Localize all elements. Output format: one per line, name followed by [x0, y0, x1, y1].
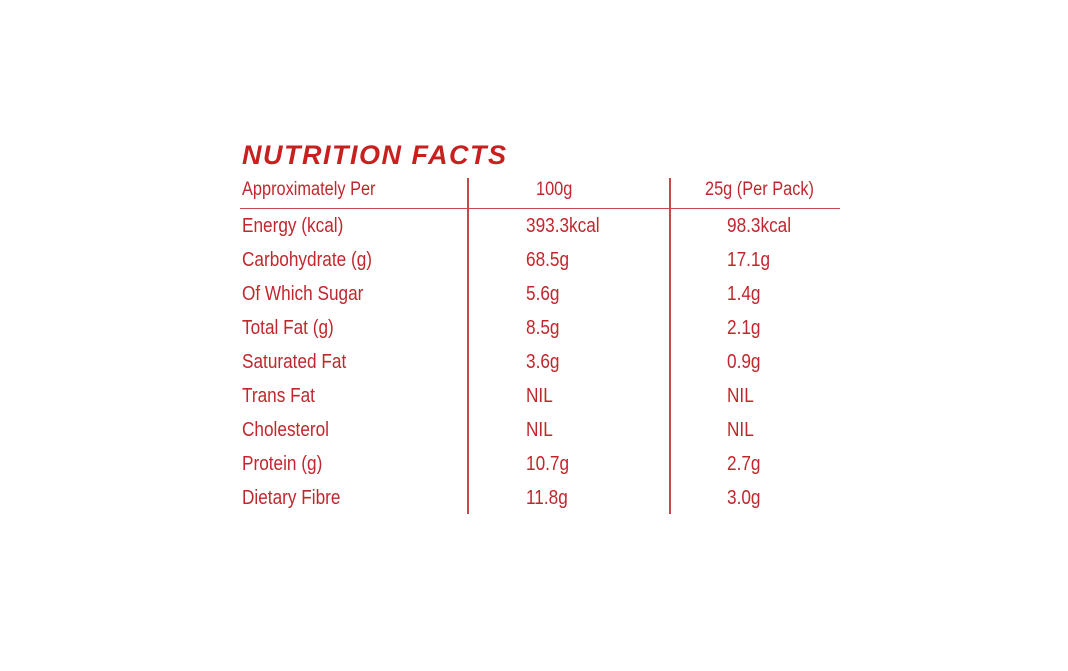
- table-row: Saturated Fat 3.6g 0.9g: [240, 345, 840, 379]
- value-per-100g: NIL: [526, 385, 553, 407]
- nutrient-label: Energy (kcal): [242, 215, 344, 237]
- value-per-100g: 68.5g: [526, 249, 570, 271]
- nutrient-label: Dietary Fibre: [242, 487, 341, 509]
- header-100g: 100g: [536, 179, 573, 200]
- value-per-pack: 98.3kcal: [727, 215, 792, 237]
- value-per-pack: NIL: [727, 385, 754, 407]
- value-per-100g: 11.8g: [526, 487, 568, 509]
- header-label: Approximately Per: [242, 179, 376, 200]
- table-row: Of Which Sugar 5.6g 1.4g: [240, 277, 840, 311]
- column-divider: [467, 178, 469, 514]
- value-per-pack: 2.7g: [727, 453, 761, 475]
- value-per-pack: 1.4g: [727, 283, 761, 305]
- table-row: Trans Fat NIL NIL: [240, 379, 840, 413]
- value-per-pack: 3.0g: [727, 487, 761, 509]
- value-per-pack: 0.9g: [727, 351, 761, 373]
- nutrient-label: Trans Fat: [242, 385, 315, 407]
- nutrient-label: Carbohydrate (g): [242, 249, 373, 271]
- value-per-pack: 2.1g: [727, 317, 761, 339]
- nutrition-facts-panel: NUTRITION FACTS Approximately Per 100g 2…: [240, 138, 840, 518]
- table-row: Protein (g) 10.7g 2.7g: [240, 447, 840, 481]
- table-row: Cholesterol NIL NIL: [240, 413, 840, 447]
- nutrition-table: Approximately Per 100g 25g (Per Pack) En…: [240, 178, 840, 515]
- nutrient-label: Saturated Fat: [242, 351, 347, 373]
- value-per-100g: 393.3kcal: [526, 215, 600, 237]
- column-divider: [669, 178, 671, 514]
- nutrient-label: Cholesterol: [242, 419, 330, 441]
- value-per-100g: NIL: [526, 419, 553, 441]
- nutrient-label: Protein (g): [242, 453, 323, 475]
- decorative-stripes: [507, 142, 807, 168]
- nutrient-label: Total Fat (g): [242, 317, 334, 339]
- value-per-100g: 8.5g: [526, 317, 560, 339]
- table-row: Dietary Fibre 11.8g 3.0g: [240, 481, 840, 515]
- table-row: Energy (kcal) 393.3kcal 98.3kcal: [240, 209, 840, 243]
- table-header-row: Approximately Per 100g 25g (Per Pack): [240, 178, 840, 209]
- nutrient-label: Of Which Sugar: [242, 283, 364, 305]
- value-per-100g: 5.6g: [526, 283, 560, 305]
- nutrition-facts-title: NUTRITION FACTS: [242, 140, 508, 170]
- value-per-pack: 17.1g: [727, 249, 771, 271]
- header-per-pack: 25g (Per Pack): [705, 179, 814, 200]
- table-row: Carbohydrate (g) 68.5g 17.1g: [240, 243, 840, 277]
- value-per-100g: 3.6g: [526, 351, 560, 373]
- value-per-pack: NIL: [727, 419, 754, 441]
- value-per-100g: 10.7g: [526, 453, 570, 475]
- table-row: Total Fat (g) 8.5g 2.1g: [240, 311, 840, 345]
